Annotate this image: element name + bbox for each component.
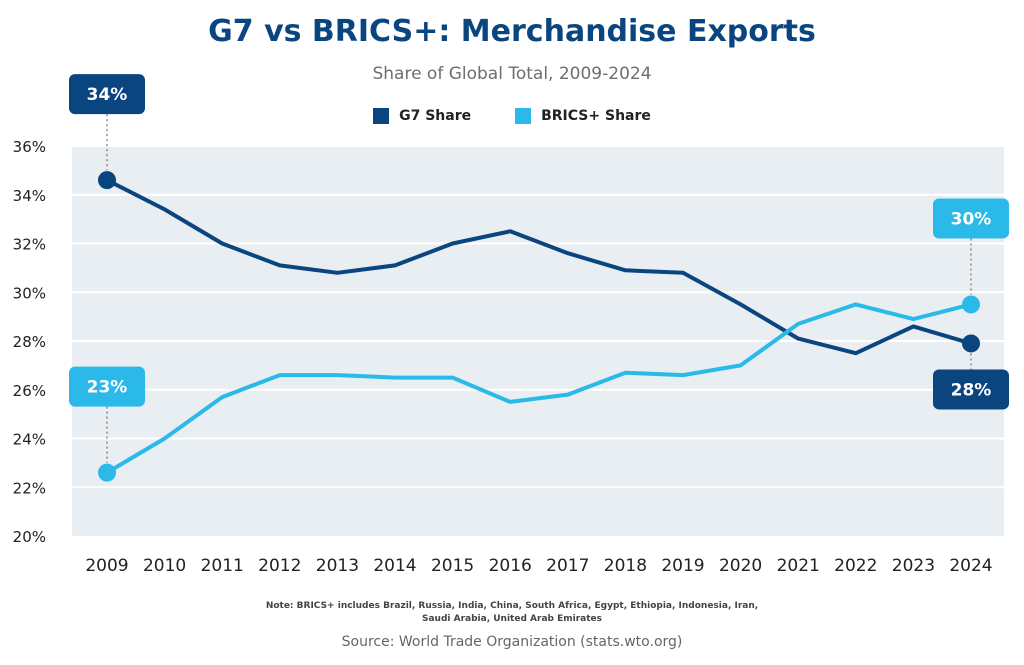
legend-item-brics: BRICS+ Share [515,108,651,124]
annotation-label: 23% [87,378,128,398]
endpoint-marker-brics [962,295,980,314]
x-tick-label: 2019 [661,556,704,576]
legend-label-brics: BRICS+ Share [541,108,651,124]
chart-subtitle: Share of Global Total, 2009-2024 [372,64,652,84]
endpoint-marker-brics [98,463,116,482]
annotation-box [933,198,1009,239]
y-tick-label: 36% [13,138,46,156]
y-tick-label: 20% [13,528,46,546]
x-tick-label: 2012 [258,556,301,576]
y-tick-label: 22% [13,479,46,497]
x-tick-label: 2011 [201,556,244,576]
legend-label-g7: G7 Share [399,108,472,124]
x-tick-label: 2017 [546,556,589,576]
chart-title: G7 vs BRICS+: Merchandise Exports [208,14,816,49]
y-tick-label: 26% [13,382,46,400]
x-tick-label: 2010 [143,556,186,576]
y-tick-label: 24% [13,431,46,449]
x-tick-label: 2023 [892,556,935,576]
annotation-box [933,369,1009,410]
series-line-brics [105,302,973,475]
x-tick-label: 2013 [316,556,359,576]
y-tick-label: 32% [13,236,46,254]
annotation-box [69,366,145,407]
x-tick-label: 2024 [949,556,992,576]
legend-swatch-g7 [373,108,390,124]
annotation-label: 30% [951,209,992,229]
chart-source: Source: World Trade Organization (stats.… [341,634,683,650]
x-tick-label: 2021 [777,556,820,576]
x-tick-label: 2009 [85,556,128,576]
x-tick-label: 2014 [373,556,416,576]
endpoint-marker-g7 [98,171,116,190]
legend: G7 Share BRICS+ Share [0,108,1024,124]
x-tick-label: 2018 [604,556,647,576]
x-tick-label: 2020 [719,556,762,576]
series-line-g7 [105,178,973,356]
y-tick-label: 34% [13,187,46,205]
annotation-box [69,74,145,115]
annotation-label: 28% [951,380,992,400]
x-tick-label: 2016 [489,556,532,576]
legend-item-g7: G7 Share [373,108,471,124]
x-tick-label: 2022 [834,556,877,576]
y-tick-label: 28% [13,333,46,351]
legend-swatch-brics [515,108,532,124]
x-tick-label: 2015 [431,556,474,576]
y-tick-label: 30% [13,284,46,302]
chart-note: Note: BRICS+ includes Brazil, Russia, In… [265,601,759,624]
endpoint-marker-g7 [962,334,980,353]
annotation-label: 34% [87,85,128,105]
